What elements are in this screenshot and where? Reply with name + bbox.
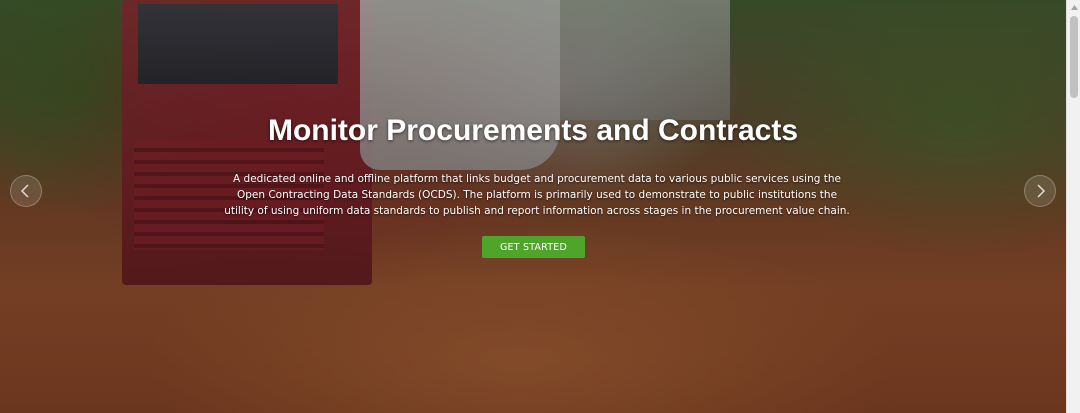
hero-description: A dedicated online and offline platform … xyxy=(224,173,850,217)
page-scrollbar[interactable] xyxy=(1066,0,1080,413)
truck-windshield-shape xyxy=(138,4,338,84)
get-started-button[interactable]: GET STARTED xyxy=(482,236,585,258)
chevron-left-icon xyxy=(20,184,29,198)
truck-grille-shape xyxy=(134,140,324,250)
triangle-up-icon xyxy=(1070,4,1078,10)
hero-title: Monitor Procurements and Contracts xyxy=(267,114,799,147)
carousel-next-button[interactable] xyxy=(1024,175,1056,207)
scroll-up-button[interactable] xyxy=(1067,0,1080,14)
scroll-thumb[interactable] xyxy=(1070,16,1078,98)
chevron-right-icon xyxy=(1037,184,1046,198)
second-truck-shape xyxy=(560,0,730,120)
tanker-shape xyxy=(360,0,560,170)
carousel-prev-button[interactable] xyxy=(10,175,42,207)
